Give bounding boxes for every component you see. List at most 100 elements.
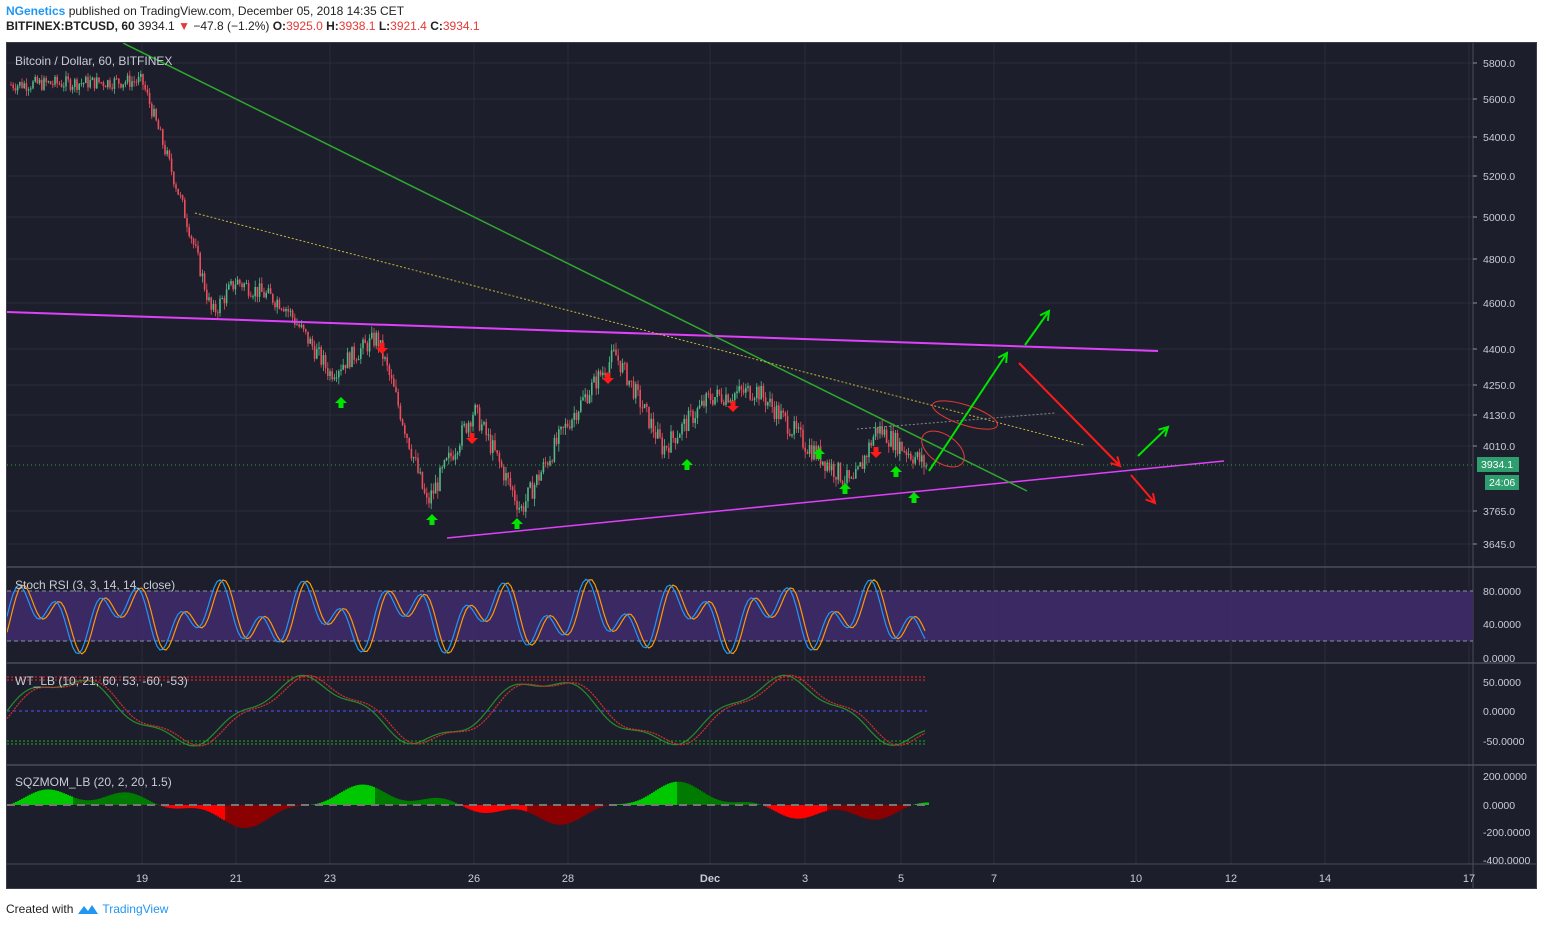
sqz-bar — [453, 801, 455, 805]
sqz-bar — [729, 802, 731, 805]
candle-body — [901, 441, 903, 451]
tradingview-link[interactable]: TradingView — [102, 902, 169, 916]
wt-tick-label: 50.0000 — [1483, 677, 1521, 689]
candle-body — [542, 462, 545, 473]
candle-body — [223, 298, 226, 304]
sell-signal-arrow-icon — [727, 401, 739, 412]
candle-body — [417, 457, 419, 473]
candle-body — [560, 426, 562, 430]
candle-body — [296, 324, 298, 326]
author-link[interactable]: NGenetics — [6, 4, 66, 18]
sqz-bar — [261, 805, 263, 823]
chart-svg[interactable]: Bitcoin / Dollar, 60, BITFINEX Stoch RSI… — [6, 42, 1536, 888]
sqz-bar — [185, 805, 187, 809]
candle-body — [855, 469, 857, 479]
candle-body — [386, 357, 388, 366]
sqz-bar — [193, 805, 195, 809]
sqz-bar — [487, 805, 489, 813]
candle-body — [96, 77, 98, 89]
candle-body — [896, 432, 899, 454]
candle-body — [676, 437, 679, 444]
candle-body — [399, 405, 402, 420]
sqz-bar — [847, 805, 849, 812]
chart-area[interactable]: Bitcoin / Dollar, 60, BITFINEX Stoch RSI… — [6, 42, 1537, 889]
dotted-neck-line[interactable] — [856, 412, 1056, 430]
sqz-bar — [389, 795, 391, 805]
sqz-bar — [237, 805, 239, 828]
sqz-bar — [905, 805, 907, 808]
candle-body — [489, 434, 492, 453]
sqz-bar — [711, 797, 713, 805]
sqz-bar — [383, 791, 385, 805]
price-tick-label: 4010.0 — [1483, 441, 1515, 453]
sqz-bar — [241, 805, 243, 828]
sqz-bar — [143, 797, 145, 805]
sqz-bar — [211, 805, 213, 814]
candle-body — [712, 400, 714, 405]
sqz-bar — [283, 805, 285, 810]
sqz-bar — [147, 799, 149, 805]
target-ellipse[interactable] — [930, 395, 1001, 435]
candle-body — [555, 437, 558, 444]
sqz-bar — [813, 805, 815, 816]
price-axis[interactable]: 5800.0 5600.0 5400.0 5200.0 5000.0 4800.0 4600… — [1473, 58, 1530, 867]
time-axis[interactable]: 19 21 23 26 28 Dec 3 5 7 10 12 14 17 — [136, 873, 1475, 885]
sqz-bar — [107, 795, 109, 805]
projection-arrows — [928, 309, 1170, 505]
candle-body — [659, 429, 661, 438]
sqz-bar — [657, 789, 659, 805]
sqz-bar — [229, 805, 231, 824]
sqz-bar — [509, 805, 511, 810]
candle-body — [346, 352, 349, 369]
time-tick-label: 28 — [562, 873, 574, 885]
candle-body — [329, 371, 331, 376]
candle-body — [269, 288, 272, 294]
time-tick-label: 3 — [802, 873, 808, 885]
candle-body — [714, 397, 716, 405]
downtrend-line[interactable] — [122, 42, 1028, 492]
candle-body — [34, 76, 36, 82]
sqz-bar — [697, 788, 699, 805]
sqz-bar — [837, 805, 839, 810]
sqz-bar — [681, 781, 683, 805]
price-tick-label: 3765.0 — [1483, 506, 1515, 518]
sqz-bar — [733, 802, 735, 805]
candle-body — [839, 462, 842, 482]
candle-body — [214, 303, 217, 313]
sqz-bar — [353, 786, 355, 805]
sqz-bar — [105, 796, 107, 805]
sqz-bar — [675, 781, 677, 805]
candle-body — [287, 309, 289, 312]
sqz-bar — [741, 802, 743, 805]
sqz-bar — [397, 798, 399, 805]
candle-body — [120, 83, 122, 88]
candle-body — [401, 419, 404, 425]
candle-body — [646, 404, 648, 407]
support-line[interactable] — [446, 460, 1225, 539]
candle-body — [597, 371, 600, 389]
candle-body — [107, 80, 109, 88]
candle-body — [327, 367, 329, 376]
candle-body — [461, 425, 463, 446]
sqz-bar — [839, 805, 841, 811]
dotted-trend-line[interactable] — [194, 212, 1085, 446]
candle-body — [331, 371, 333, 380]
candle-body — [789, 433, 791, 436]
sqz-bar — [329, 798, 331, 805]
candle-body — [366, 343, 369, 352]
sqz-bar — [809, 805, 811, 817]
sqz-bar — [471, 805, 473, 811]
resistance-line[interactable] — [6, 311, 1159, 352]
sqz-bar — [865, 805, 867, 819]
sqz-bar — [55, 790, 57, 805]
candle-body — [687, 410, 690, 432]
candle-body — [344, 364, 347, 369]
sqz-bar — [17, 800, 19, 805]
candle-body — [615, 349, 617, 356]
candle-body — [140, 73, 142, 77]
sqz-bar — [447, 799, 449, 805]
candle-body — [236, 279, 239, 285]
sqz-bar — [881, 805, 883, 819]
ohlc-line: BITFINEX:BTCUSD, 60 3934.1 ▼ −47.8 (−1.2… — [6, 19, 480, 34]
candle-body — [421, 471, 424, 489]
